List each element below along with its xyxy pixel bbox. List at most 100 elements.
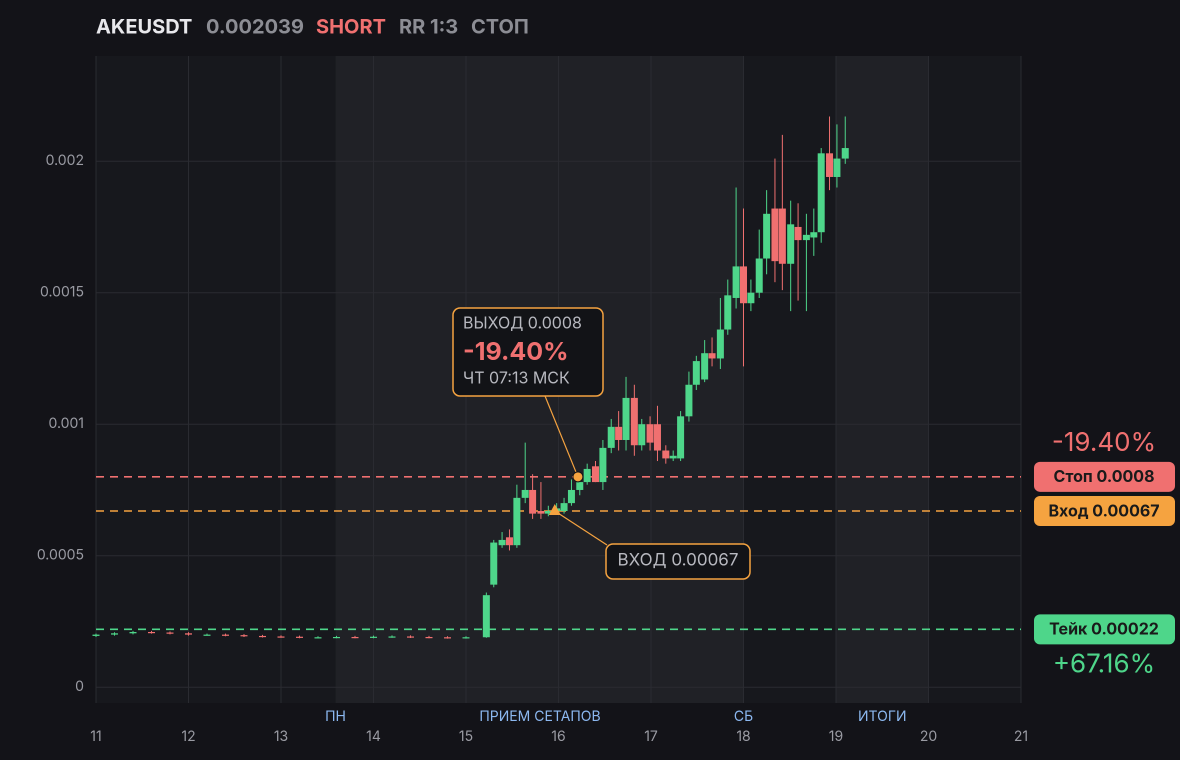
candle-body (817, 153, 825, 233)
candle-body (685, 384, 693, 417)
candle-body (732, 266, 740, 298)
candle-body (314, 637, 322, 639)
x-tick-label: 13 (274, 728, 288, 745)
candle-body (148, 631, 155, 634)
result-pct: -19.40% (1052, 427, 1156, 458)
candle-body (747, 292, 755, 304)
candle-body (662, 450, 670, 459)
symbol: AKEUSDT (96, 14, 192, 38)
y-tick-label: 0.001 (48, 415, 84, 432)
candle-body (701, 353, 709, 380)
candle-body (166, 632, 174, 634)
candle-body (277, 636, 285, 638)
candle-body (763, 213, 771, 259)
candle-body (296, 636, 303, 638)
candle-body (778, 208, 786, 264)
candle-body (567, 489, 575, 504)
candle-body (544, 511, 552, 514)
price: 0.002039 (206, 14, 304, 38)
candle-body (498, 539, 506, 546)
session-shade (836, 56, 929, 703)
candle-body (669, 455, 677, 459)
candle-body (583, 468, 591, 483)
candle-body (537, 511, 545, 514)
candle-body (129, 631, 137, 634)
level-label: Тейк 0.00022 (1049, 619, 1159, 639)
level-pill (1034, 614, 1175, 645)
take-pct: +67.16% (1053, 648, 1155, 679)
x-tick-label: 21 (1014, 728, 1028, 745)
candle-body (724, 295, 732, 330)
candle-body (240, 635, 248, 637)
candle-body (755, 258, 763, 293)
x-tick-label: 20 (920, 728, 937, 745)
candle-body (560, 503, 568, 512)
candle-body (841, 148, 849, 159)
candle-body (444, 637, 451, 639)
candle-body (185, 633, 192, 635)
candle-body (787, 224, 795, 264)
risk-reward: RR 1:3 (399, 14, 458, 38)
candle-body (708, 353, 716, 359)
y-tick-label: 0.0015 (40, 284, 84, 301)
candle-body (576, 482, 584, 490)
candle-body (607, 426, 615, 448)
candle-body (111, 633, 118, 635)
candle-body (521, 489, 529, 498)
status: СТОП (471, 14, 529, 38)
candle-body (529, 489, 537, 514)
candle-body (482, 595, 490, 638)
x-tick-label: 19 (829, 728, 843, 745)
level-label: Стоп 0.0008 (1054, 466, 1155, 486)
candle-body (599, 447, 607, 483)
candle-body (826, 153, 834, 177)
exit-title: ВЫХОД 0.0008 (463, 312, 582, 332)
candle-body (810, 232, 818, 238)
candle-body (92, 634, 100, 636)
candle-body (425, 636, 433, 639)
y-tick-label: 0 (75, 678, 84, 695)
connector (554, 510, 608, 546)
y-tick-label: 0.002 (46, 152, 84, 169)
y-tick-label: 0.0005 (37, 547, 84, 564)
candle-body (370, 636, 377, 638)
x-tick-label: 12 (181, 728, 195, 745)
candle-body (351, 636, 359, 639)
candle-body (615, 426, 623, 440)
candle-body (833, 158, 841, 177)
exit-pct: -19.40% (463, 337, 568, 367)
candle-body (333, 636, 340, 639)
candle-body (490, 542, 498, 585)
candle-body (388, 636, 396, 638)
candle-body (622, 397, 630, 440)
candle-body (505, 537, 513, 546)
candle-body (638, 424, 646, 446)
candle-body (592, 466, 599, 483)
candle-body (677, 416, 685, 459)
entry-title: ВХОД 0.00067 (618, 551, 739, 571)
candle-body (692, 361, 700, 385)
candle-body (802, 234, 810, 241)
candle-body (203, 634, 211, 636)
side: SHORT (316, 14, 386, 38)
exit-point (572, 471, 584, 483)
candle-body (653, 424, 661, 451)
candle-body (513, 497, 521, 546)
session-label: ИТОГИ (858, 708, 907, 725)
entry-point (548, 504, 561, 516)
level-label: Вход 0.00067 (1048, 500, 1159, 520)
exit-box (452, 307, 604, 397)
candle-body (630, 397, 638, 446)
x-tick-label: 11 (90, 728, 101, 745)
candle-body (771, 208, 779, 262)
candle-body (407, 636, 414, 638)
exit-time: ЧТ 07:13 МСК (463, 367, 570, 387)
level-pill (1034, 461, 1175, 492)
candle-body (794, 226, 802, 241)
candle-body (259, 635, 266, 638)
candle-body (716, 329, 724, 359)
entry-box (605, 543, 751, 580)
session-label: ПН (325, 708, 346, 725)
level-pill (1034, 496, 1175, 527)
